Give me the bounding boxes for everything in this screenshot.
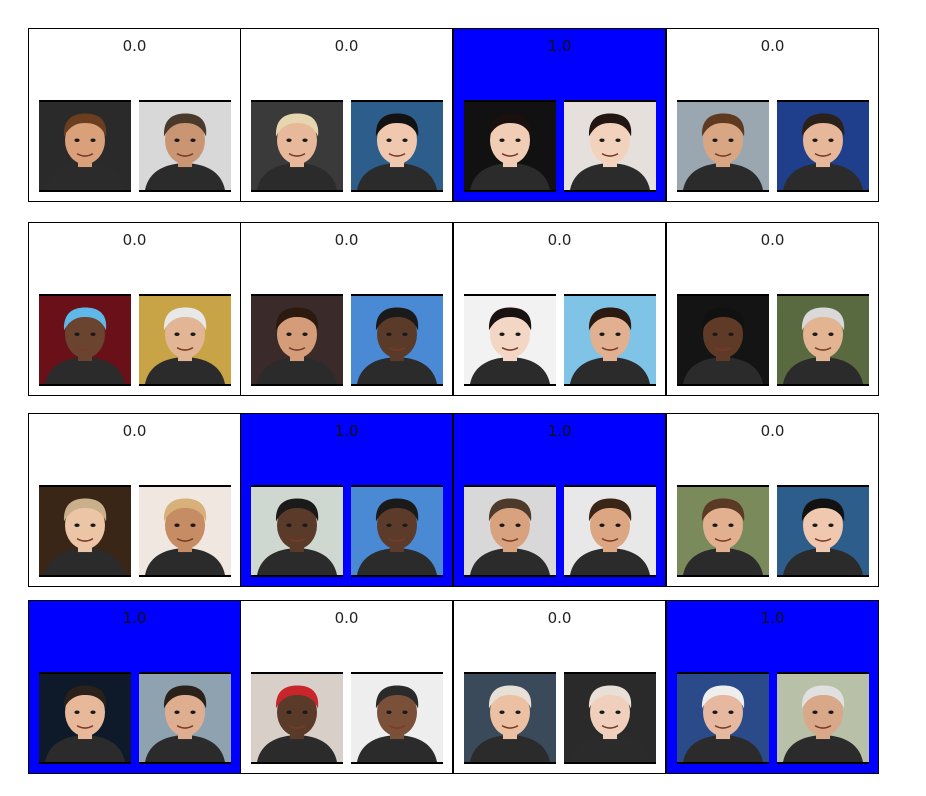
face-photo-right [139, 294, 231, 386]
face-photo-left [251, 100, 343, 192]
similarity-score: 0.0 [547, 609, 572, 627]
face-photo-right [564, 294, 656, 386]
similarity-score: 1.0 [547, 422, 572, 440]
similarity-score: 0.0 [760, 231, 785, 249]
pair-cell: 0.0 [240, 222, 453, 396]
face-photo-icon [351, 102, 443, 190]
similarity-score: 0.0 [760, 37, 785, 55]
similarity-score: 0.0 [334, 231, 359, 249]
similarity-score: 0.0 [760, 422, 785, 440]
face-photo-left [39, 294, 131, 386]
face-photo-icon [564, 487, 656, 575]
face-photo-icon [139, 674, 231, 762]
face-photo-left [464, 672, 556, 764]
face-photo-right [351, 100, 443, 192]
face-photo-left [464, 294, 556, 386]
face-photo-icon [351, 487, 443, 575]
similarity-score: 0.0 [547, 231, 572, 249]
face-photo-right [351, 672, 443, 764]
face-photo-right [564, 672, 656, 764]
face-photo-right [139, 100, 231, 192]
similarity-score: 0.0 [122, 231, 147, 249]
face-photo-icon [677, 487, 769, 575]
similarity-score: 1.0 [334, 422, 359, 440]
face-photo-icon [251, 487, 343, 575]
pair-cell: 0.0 [453, 600, 666, 774]
face-photo-left [677, 294, 769, 386]
face-photo-icon [351, 296, 443, 384]
face-photo-icon [139, 487, 231, 575]
face-photo-left [251, 672, 343, 764]
face-photo-right [139, 485, 231, 577]
face-photo-left [464, 485, 556, 577]
pair-cell: 0.0 [666, 222, 879, 396]
similarity-score: 0.0 [334, 37, 359, 55]
pair-cell: 0.0 [666, 413, 879, 587]
face-photo-left [39, 485, 131, 577]
face-photo-icon [351, 674, 443, 762]
face-photo-icon [139, 296, 231, 384]
face-photo-left [677, 485, 769, 577]
pair-cell: 1.0 [453, 413, 666, 587]
face-photo-right [351, 294, 443, 386]
face-photo-right [139, 672, 231, 764]
face-photo-icon [251, 102, 343, 190]
face-photo-left [251, 294, 343, 386]
face-photo-left [39, 672, 131, 764]
similarity-score: 0.0 [122, 37, 147, 55]
face-photo-icon [777, 102, 869, 190]
face-photo-icon [251, 674, 343, 762]
face-photo-right [564, 485, 656, 577]
face-photo-icon [564, 296, 656, 384]
face-photo-left [39, 100, 131, 192]
face-photo-icon [39, 487, 131, 575]
pair-cell: 0.0 [666, 28, 879, 202]
face-photo-icon [677, 296, 769, 384]
face-photo-icon [777, 296, 869, 384]
face-photo-icon [139, 102, 231, 190]
face-photo-left [464, 100, 556, 192]
face-photo-icon [39, 296, 131, 384]
face-photo-icon [564, 102, 656, 190]
face-photo-icon [777, 674, 869, 762]
face-photo-icon [39, 674, 131, 762]
similarity-score: 0.0 [122, 422, 147, 440]
pair-cell: 0.0 [240, 28, 453, 202]
pair-cell: 0.0 [28, 413, 241, 587]
face-photo-right [564, 100, 656, 192]
pair-cell: 1.0 [666, 600, 879, 774]
face-photo-icon [777, 487, 869, 575]
pair-cell: 1.0 [28, 600, 241, 774]
face-photo-icon [464, 674, 556, 762]
face-photo-icon [464, 487, 556, 575]
face-photo-icon [39, 102, 131, 190]
similarity-score: 1.0 [547, 37, 572, 55]
face-photo-right [777, 485, 869, 577]
pair-cell: 0.0 [28, 222, 241, 396]
similarity-score: 1.0 [760, 609, 785, 627]
pair-cell: 0.0 [453, 222, 666, 396]
face-photo-right [351, 485, 443, 577]
face-photo-left [677, 100, 769, 192]
face-photo-icon [677, 674, 769, 762]
pair-cell: 0.0 [28, 28, 241, 202]
face-photo-icon [464, 296, 556, 384]
pair-cell: 0.0 [240, 600, 453, 774]
face-photo-left [251, 485, 343, 577]
face-photo-icon [564, 674, 656, 762]
face-photo-icon [677, 102, 769, 190]
face-photo-left [677, 672, 769, 764]
similarity-score: 0.0 [334, 609, 359, 627]
face-photo-icon [464, 102, 556, 190]
face-photo-icon [251, 296, 343, 384]
pair-cell: 1.0 [240, 413, 453, 587]
face-photo-right [777, 672, 869, 764]
similarity-score: 1.0 [122, 609, 147, 627]
face-photo-right [777, 294, 869, 386]
pair-cell: 1.0 [453, 28, 666, 202]
face-photo-right [777, 100, 869, 192]
